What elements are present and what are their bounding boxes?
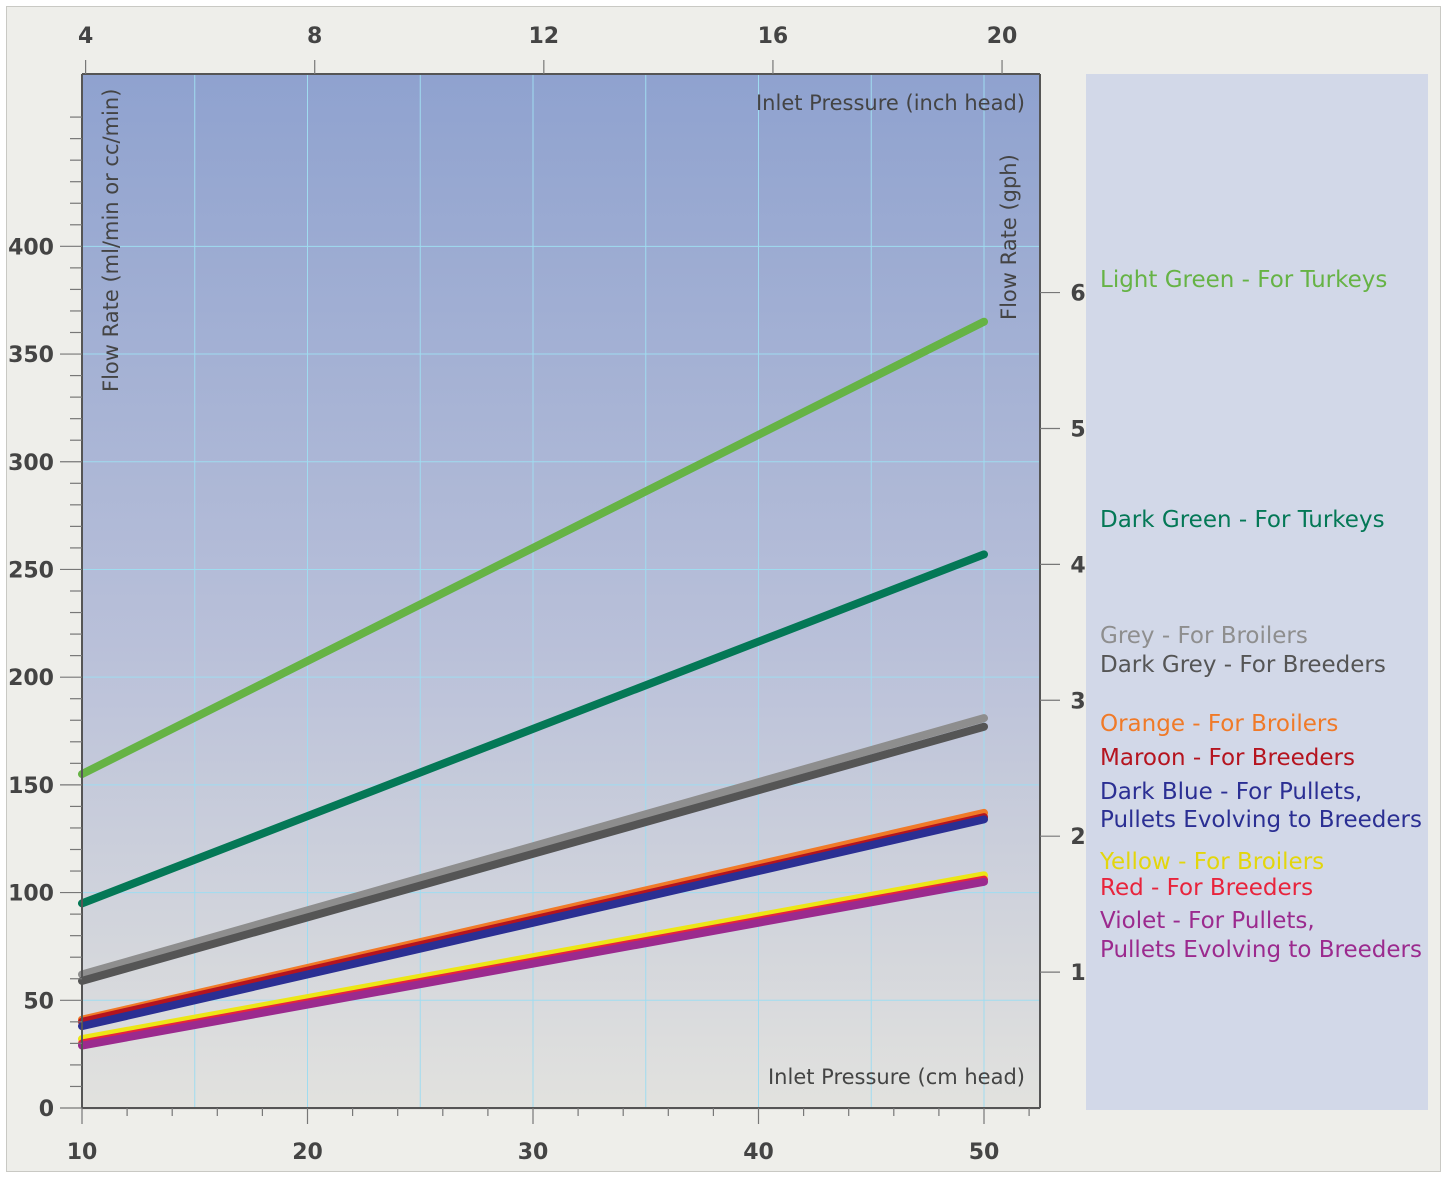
legend-label: Violet - For Pullets, (1100, 908, 1315, 934)
legend-entry: Violet - For Pullets, (1100, 907, 1315, 935)
legend-entry: Maroon - For Breeders (1100, 744, 1355, 772)
legend-entry: Dark Green - For Turkeys (1100, 506, 1385, 534)
y-tick-label: 200 (8, 666, 54, 691)
y-tick-label: 350 (8, 343, 54, 368)
x2-tick-label: 4 (78, 24, 93, 49)
legend-panel: Light Green - For Turkeys Dark Green - F… (1086, 74, 1428, 1110)
x2-axis-title: Inlet Pressure (inch head) (756, 91, 1025, 115)
legend-entry: Pullets Evolving to Breeders (1100, 806, 1422, 834)
x-tick-label: 30 (518, 1140, 549, 1165)
series-line (78, 317, 988, 779)
y-tick-label: 100 (8, 882, 54, 907)
y-tick-label: 150 (8, 774, 54, 799)
legend-label: Maroon - For Breeders (1100, 745, 1355, 771)
series-line (78, 871, 988, 1044)
y-tick-label: 250 (8, 558, 54, 583)
y-tick-label: 0 (39, 1097, 54, 1122)
series-line (78, 722, 988, 985)
series-line (78, 550, 988, 908)
y2-tick-label: 2 (1070, 825, 1085, 850)
x-tick-label: 50 (969, 1140, 1000, 1165)
y2-tick-label: 4 (1070, 553, 1085, 578)
legend-label: Pullets Evolving to Breeders (1100, 937, 1422, 963)
legend-label: Pullets Evolving to Breeders (1100, 807, 1422, 833)
y-tick-label: 50 (23, 989, 54, 1014)
legend-entry: Dark Grey - For Breeders (1100, 651, 1386, 679)
legend-label: Yellow - For Broilers (1100, 849, 1325, 875)
y-axis-title: Flow Rate (ml/min or cc/min) (99, 89, 123, 392)
x2-tick-label: 12 (529, 24, 560, 49)
x2-tick-label: 8 (307, 24, 322, 49)
x-tick-label: 40 (743, 1140, 774, 1165)
y2-axis-title: Flow Rate (gph) (997, 154, 1021, 320)
series-lines (78, 317, 988, 1050)
series-line (78, 877, 988, 1050)
y-tick-label: 400 (8, 235, 54, 260)
legend-label: Grey - For Broilers (1100, 623, 1308, 649)
legend-label: Light Green - For Turkeys (1100, 267, 1388, 293)
legend-entry: Pullets Evolving to Breeders (1100, 936, 1422, 964)
series-line (78, 714, 988, 979)
legend-entry: Orange - For Broilers (1100, 710, 1338, 738)
legend-entry: Yellow - For Broilers (1100, 848, 1324, 876)
legend-entry: Light Green - For Turkeys (1100, 266, 1387, 294)
legend-entry: Grey - For Broilers (1100, 622, 1308, 650)
x2-tick-label: 16 (758, 24, 789, 49)
x-tick-label: 20 (292, 1140, 323, 1165)
x-tick-label: 10 (67, 1140, 98, 1165)
legend-entry: Dark Blue - For Pullets, (1100, 778, 1362, 806)
legend-label: Dark Blue - For Pullets, (1100, 779, 1363, 805)
legend-label: Dark Grey - For Breeders (1100, 652, 1386, 678)
y2-tick-label: 5 (1070, 417, 1085, 442)
series-line (78, 815, 988, 1031)
y2-tick-label: 6 (1070, 282, 1085, 307)
x2-tick-label: 20 (987, 24, 1018, 49)
y-tick-label: 300 (8, 451, 54, 476)
x-axis-title: Inlet Pressure (cm head) (768, 1065, 1025, 1089)
y2-tick-label: 3 (1070, 689, 1085, 714)
legend-label: Dark Green - For Turkeys (1100, 507, 1385, 533)
grid (81, 74, 1040, 1108)
y2-tick-label: 1 (1070, 961, 1085, 986)
legend-entry: Red - For Breeders (1100, 874, 1313, 902)
legend-label: Orange - For Broilers (1100, 711, 1339, 737)
legend-label: Red - For Breeders (1100, 875, 1314, 901)
